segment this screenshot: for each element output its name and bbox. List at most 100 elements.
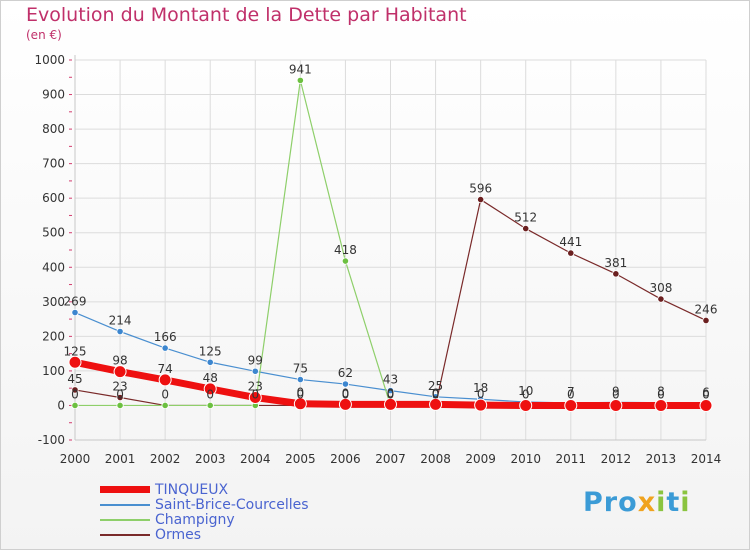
x-tick-label: 2008 [420, 452, 451, 466]
data-point-saint-brice-courcelles [296, 375, 304, 384]
data-point-ormes [702, 316, 710, 325]
data-point-tinqueux [338, 397, 352, 411]
data-point-tinqueux [564, 398, 578, 412]
data-label-ormes: 45 [67, 372, 82, 386]
logo-letter: i [680, 487, 691, 518]
data-point-tinqueux [519, 398, 533, 412]
data-point-tinqueux [474, 398, 488, 412]
y-tick-label: 400 [42, 260, 65, 274]
data-label-ormes: 0 [161, 387, 169, 401]
data-label-tinqueux: 0 [567, 387, 575, 401]
data-label-saint-brice-courcelles: 7 [567, 385, 575, 399]
legend-swatch-ormes [100, 534, 150, 536]
data-label-tinqueux: 98 [112, 354, 127, 368]
data-point-ormes [657, 295, 665, 303]
y-tick-label: 0 [57, 398, 65, 412]
data-point-ormes [522, 224, 530, 233]
data-point-tinqueux [429, 397, 443, 411]
x-tick-label: 2012 [601, 452, 632, 466]
legend-label-ormes: Ormes [155, 527, 202, 543]
y-tick-label: 100 [42, 364, 65, 378]
y-tick-label: 800 [42, 122, 65, 136]
data-label-saint-brice-courcelles: 10 [518, 384, 533, 398]
data-label-ormes: 512 [514, 211, 537, 225]
data-label-saint-brice-courcelles: 43 [383, 373, 398, 387]
x-tick-label: 2009 [465, 452, 496, 466]
x-tick-label: 2007 [375, 452, 406, 466]
data-label-tinqueux: 0 [477, 387, 485, 401]
data-point-tinqueux [158, 373, 172, 387]
data-point-tinqueux [203, 382, 217, 396]
x-tick-label: 2002 [150, 452, 181, 466]
data-label-saint-brice-courcelles: 166 [154, 330, 177, 344]
data-label-saint-brice-courcelles: 214 [109, 314, 132, 328]
data-label-ormes: 596 [469, 182, 492, 196]
y-tick-label: 900 [42, 88, 65, 102]
x-tick-label: 2003 [195, 452, 226, 466]
data-point-tinqueux [654, 398, 668, 412]
data-point-ormes [612, 270, 620, 278]
data-point-ormes [71, 386, 79, 394]
data-label-saint-brice-courcelles: 125 [199, 344, 222, 358]
data-label-saint-brice-courcelles: 269 [64, 295, 87, 309]
x-tick-label: 2013 [646, 452, 677, 466]
data-label-ormes: 0 [251, 387, 259, 401]
legend-swatch-champigny [100, 519, 150, 521]
data-label-tinqueux: 0 [702, 387, 710, 401]
axes: -100010020030040050060070080090010002000… [34, 53, 721, 466]
data-label-ormes: 0 [297, 387, 305, 401]
data-label-ormes: 23 [112, 380, 127, 394]
x-tick-label: 2005 [285, 452, 316, 466]
legend-label-champigny: Champigny [155, 512, 235, 528]
legend-label-saint-brice-courcelles: Saint-Brice-Courcelles [155, 497, 309, 513]
data-point-tinqueux [68, 355, 82, 369]
y-tick-label: 300 [42, 295, 65, 309]
data-label-tinqueux: 0 [522, 387, 530, 401]
data-point-champigny [116, 401, 124, 410]
data-point-champigny [71, 401, 79, 410]
data-point-ormes [567, 249, 575, 257]
y-tick-label: -100 [38, 433, 65, 447]
data-point-tinqueux [699, 398, 713, 412]
data-label-ormes: 441 [559, 235, 582, 249]
data-label-saint-brice-courcelles: 8 [657, 385, 665, 399]
logo-letter: t [666, 487, 681, 518]
data-label-saint-brice-courcelles: 6 [702, 385, 710, 399]
data-point-saint-brice-courcelles [206, 358, 214, 366]
data-label-champigny: 0 [116, 387, 124, 401]
proxiti-logo: Proxiti [583, 487, 691, 518]
data-point-tinqueux [113, 365, 127, 379]
data-label-ormes: 0 [387, 387, 395, 401]
data-label-ormes: 0 [342, 387, 350, 401]
data-point-saint-brice-courcelles [116, 327, 124, 336]
data-point-tinqueux [248, 391, 262, 405]
x-tick-label: 2014 [691, 452, 722, 466]
data-label-tinqueux: 0 [342, 386, 350, 400]
series-lines [68, 76, 713, 412]
data-point-ormes [477, 195, 485, 204]
data-label-champigny: 418 [334, 243, 357, 257]
x-tick-label: 2010 [510, 452, 541, 466]
data-label-ormes: 0 [432, 387, 440, 401]
x-tick-label: 2000 [60, 452, 91, 466]
legend-swatch-saint-brice-courcelles [100, 504, 150, 506]
data-point-saint-brice-courcelles [161, 344, 169, 352]
chart-title: Evolution du Montant de la Dette par Hab… [26, 4, 467, 26]
data-label-saint-brice-courcelles: 25 [428, 379, 443, 393]
data-label-tinqueux: 125 [64, 344, 87, 358]
data-label-saint-brice-courcelles: 62 [338, 366, 353, 380]
legend-swatch-tinqueux [100, 486, 150, 493]
data-point-champigny [161, 401, 169, 410]
x-tick-label: 2004 [240, 452, 271, 466]
data-label-tinqueux: 0 [387, 386, 395, 400]
data-label-tinqueux: 23 [248, 380, 263, 394]
data-point-saint-brice-courcelles [386, 386, 395, 395]
data-label-champigny: 941 [289, 62, 312, 76]
data-point-champigny [341, 257, 350, 265]
data-label-tinqueux: 48 [203, 371, 218, 385]
data-label-ormes: 308 [649, 281, 672, 295]
data-point-ormes [116, 393, 124, 402]
